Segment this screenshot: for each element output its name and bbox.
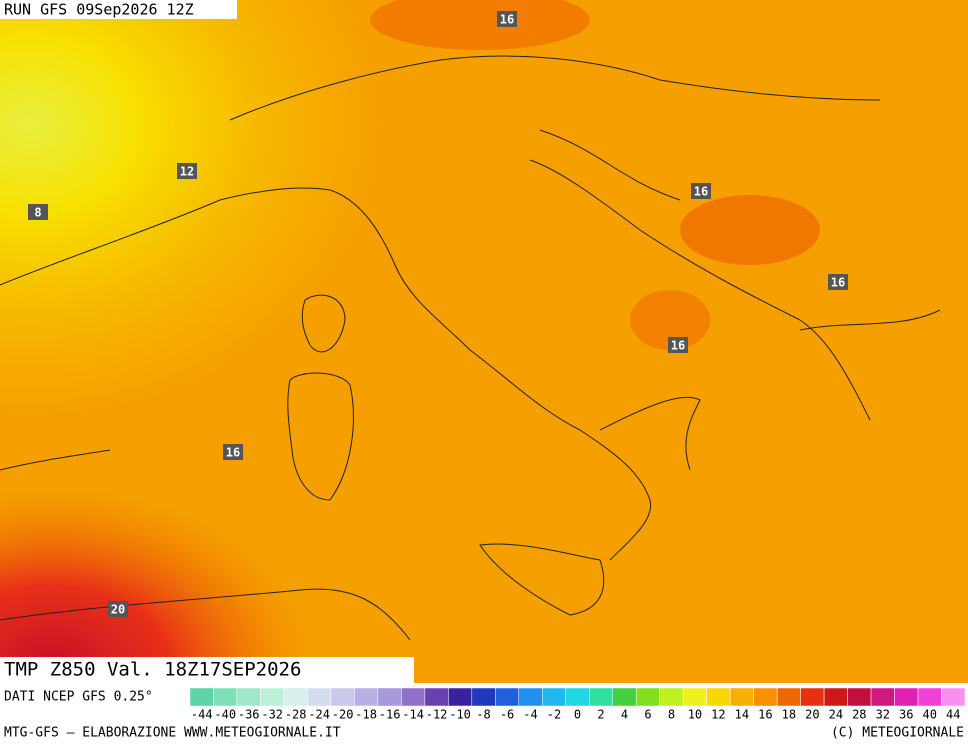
colorbar-tick-label: 32 <box>876 708 890 722</box>
contour-label: 8 <box>34 206 41 220</box>
colorbar-swatch <box>917 687 942 707</box>
colorbar-tick-label: -8 <box>476 708 490 722</box>
contour-label-box <box>223 444 243 460</box>
warm-patch <box>680 195 820 265</box>
colorbar-tick-label: -28 <box>285 708 307 722</box>
contour-labels: 16 12 8 16 16 16 16 20 <box>28 11 848 617</box>
colorbar-tick-label: -36 <box>238 708 260 722</box>
source-label: DATI NCEP GFS 0.25° <box>4 690 153 705</box>
field-label: TMP Z850 Val. 18Z17SEP2026 <box>4 659 301 681</box>
contour-label-box <box>497 11 517 27</box>
colorbar-tick-label: -20 <box>332 708 354 722</box>
colorbar-swatch <box>471 687 496 707</box>
colorbar-swatch <box>753 687 778 707</box>
run-label: RUN GFS 09Sep2026 12Z <box>4 1 194 19</box>
colorbar-tick-label: 6 <box>644 708 651 722</box>
colorbar-swatch <box>518 687 543 707</box>
colorbar-swatch <box>729 687 754 707</box>
warm-patch <box>370 0 590 50</box>
colorbar-swatch <box>189 687 214 707</box>
colorbar-tick-label: 40 <box>923 708 937 722</box>
colorbar-swatch <box>330 687 355 707</box>
colorbar-swatch <box>706 687 731 707</box>
credit-right: (C) METEOGIORNALE <box>831 726 964 741</box>
colorbar-tick-label: -10 <box>449 708 471 722</box>
contour-label: 20 <box>111 603 125 617</box>
contour-label: 16 <box>226 446 240 460</box>
colorbar-swatch <box>448 687 473 707</box>
colorbar-tick-label: -44 <box>191 708 213 722</box>
colorbar-tick-label: -32 <box>261 708 283 722</box>
colorbar-tick-label: 12 <box>711 708 725 722</box>
colorbar-swatch <box>682 687 707 707</box>
colorbar-tick-label: 10 <box>688 708 702 722</box>
colorbar-swatch <box>659 687 684 707</box>
colorbar-tick-label: -14 <box>402 708 424 722</box>
colorbar-swatch <box>236 687 261 707</box>
colorbar-swatch <box>377 687 402 707</box>
colorbar-tick-label: -16 <box>379 708 401 722</box>
colorbar-swatch <box>542 687 567 707</box>
contour-label: 16 <box>671 339 685 353</box>
colorbar-tick-label: 14 <box>735 708 749 722</box>
colorbar-tick-label: 28 <box>852 708 866 722</box>
colorbar-tick-label: -40 <box>214 708 236 722</box>
contour-label-box <box>177 163 197 179</box>
contour-label: 16 <box>694 185 708 199</box>
contour-label-box <box>108 601 128 617</box>
colorbar-swatch <box>823 687 848 707</box>
colorbar-tick-label: 16 <box>758 708 772 722</box>
colorbar-tick-label: -2 <box>547 708 561 722</box>
colorbar-swatch <box>800 687 825 707</box>
colorbar-swatch <box>847 687 872 707</box>
colorbar-swatch <box>635 687 660 707</box>
colorbar-swatch <box>424 687 449 707</box>
colorbar-tick-label: -12 <box>426 708 448 722</box>
colorbar-tick-label: -24 <box>308 708 330 722</box>
colorbar-tick-label: -18 <box>355 708 377 722</box>
colorbar-swatch <box>565 687 590 707</box>
colorbar-swatch <box>495 687 520 707</box>
header-box <box>0 0 237 19</box>
contour-label: 12 <box>180 165 194 179</box>
colorbar-swatch <box>213 687 238 707</box>
colorbar-swatch <box>612 687 637 707</box>
colorbar-swatch <box>260 687 285 707</box>
contour-label: 16 <box>831 276 845 290</box>
colorbar-swatch <box>283 687 308 707</box>
colorbar-swatch <box>941 687 966 707</box>
colorbar-tick-label: 2 <box>597 708 604 722</box>
warm-patch <box>630 290 710 350</box>
contour-label-box <box>691 183 711 199</box>
colorbar-swatch <box>307 687 332 707</box>
colorbar-tick-label: 44 <box>946 708 960 722</box>
coastlines <box>0 55 941 641</box>
colorbar-tick-label: 18 <box>782 708 796 722</box>
contour-label: 16 <box>500 13 514 27</box>
colorbar-tick-label: 8 <box>668 708 675 722</box>
colorbar-swatch <box>894 687 919 707</box>
colorbar-tick-label: 0 <box>574 708 581 722</box>
colorbar: -44 -40 -36 -32 -28 -24 -20 -18 -16 -14 -12 -10 -8 -6… <box>189 687 966 722</box>
contour-label-box <box>28 204 48 220</box>
colorbar-swatch <box>870 687 895 707</box>
hot-area <box>0 330 520 683</box>
colorbar-tick-label: 24 <box>829 708 843 722</box>
colorbar-tick-label: 36 <box>899 708 913 722</box>
contour-label-box <box>828 274 848 290</box>
colorbar-tick-label: -6 <box>500 708 514 722</box>
colorbar-tick-label: -4 <box>523 708 537 722</box>
colorbar-swatch <box>776 687 801 707</box>
colorbar-tick-label: 20 <box>805 708 819 722</box>
colorbar-swatch <box>354 687 379 707</box>
field-box <box>0 657 414 683</box>
colorbar-swatch <box>401 687 426 707</box>
colorbar-tick-label: 4 <box>621 708 628 722</box>
colorbar-swatch <box>588 687 613 707</box>
credit-left: MTG-GFS — ELABORAZIONE WWW.METEOGIORNALE… <box>4 726 341 741</box>
contour-label-box <box>668 337 688 353</box>
